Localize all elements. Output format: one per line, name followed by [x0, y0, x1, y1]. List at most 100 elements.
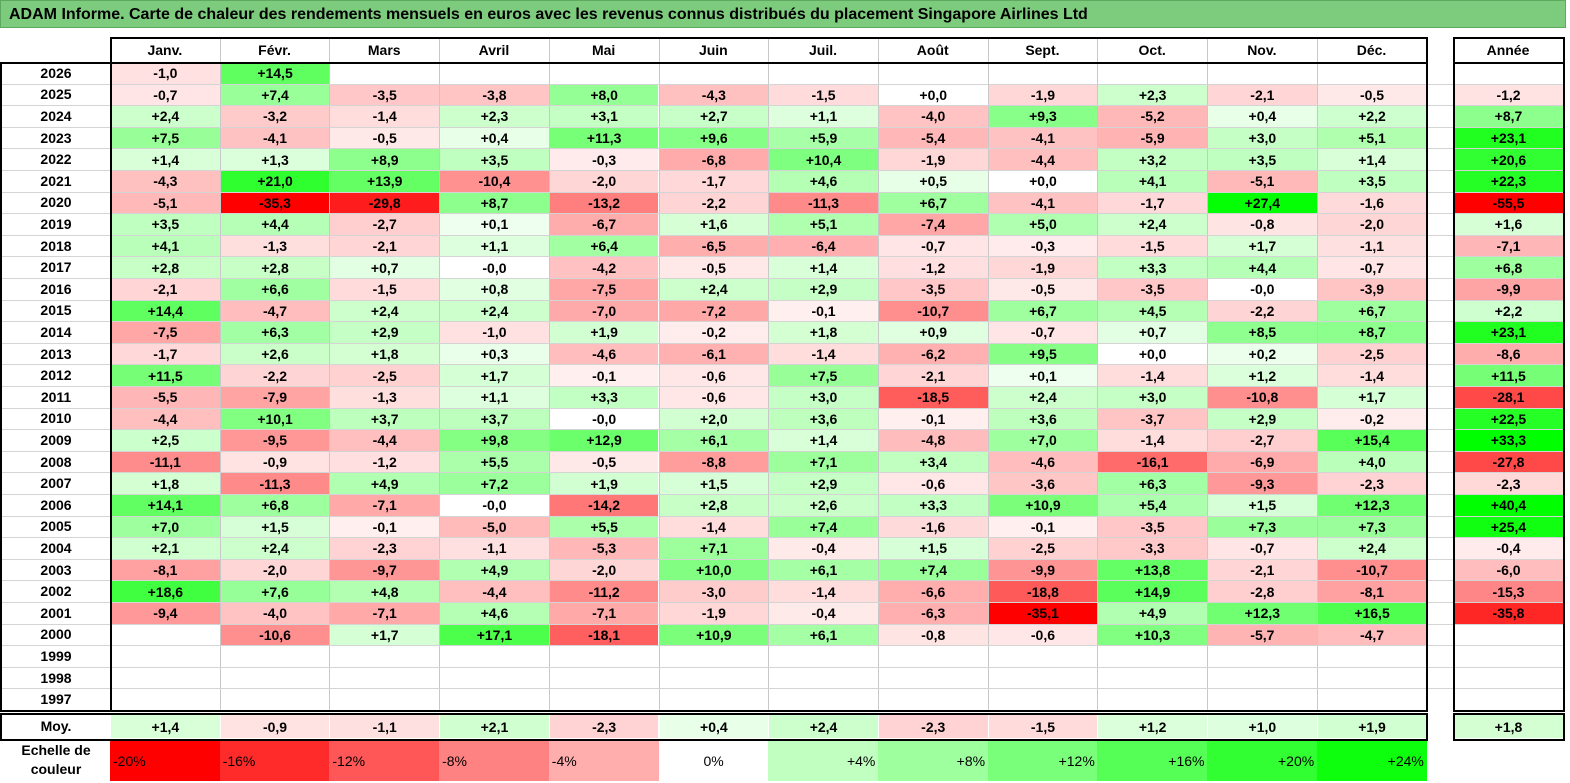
heatmap-cell: -1,9: [659, 603, 769, 624]
year-label: 2001: [40, 604, 72, 621]
heatmap-cell: +13,8: [1098, 559, 1207, 581]
avg-cell: -1,5: [988, 715, 1098, 738]
heatmap-cell: -2,7: [1208, 430, 1317, 451]
heatmap-cell: [330, 689, 440, 710]
heatmap-cell: -4,8: [878, 430, 988, 451]
heatmap-cell: +1,2: [1208, 365, 1317, 386]
heatmap-cell: -1,4: [769, 343, 878, 365]
heatmap-cell: +2,7: [659, 106, 769, 127]
grid-line: [0, 62, 110, 64]
heatmap-cell: -18,1: [549, 624, 659, 646]
heatmap-cell: +16,5: [1317, 603, 1427, 624]
heatmap-cell: +5,0: [988, 214, 1098, 235]
heatmap-cell: -1,9: [988, 257, 1098, 278]
grid-line: [2, 645, 1563, 647]
heatmap-cell: -4,4: [330, 430, 440, 451]
heatmap-cell: -1,2: [330, 451, 440, 473]
annual-cell: [1454, 667, 1563, 689]
year-label: 2010: [40, 410, 72, 427]
heatmap-cell: +4,5: [1098, 300, 1207, 322]
heatmap-cell: +2,4: [220, 538, 330, 559]
annual-cell: +11,5: [1454, 365, 1563, 386]
heatmap-cell: +2,1: [111, 538, 220, 559]
heatmap-cell: +2,9: [330, 322, 440, 343]
heatmap-cell: [1317, 63, 1427, 84]
grid-line: [110, 62, 1427, 64]
annual-cell: -6,0: [1454, 559, 1563, 581]
heatmap-cell: -0,5: [659, 257, 769, 278]
heatmap-cell: -10,7: [878, 300, 988, 322]
annual-cell: +8,7: [1454, 106, 1563, 127]
grid-line: [1563, 713, 1565, 741]
heatmap-cell: [878, 646, 988, 667]
heatmap-cell: +14,4: [111, 300, 220, 322]
heatmap-cell: +6,6: [220, 279, 330, 300]
heatmap-cell: -1,5: [769, 84, 878, 106]
heatmap-cell: +0,9: [878, 322, 988, 343]
heatmap-cell: [1317, 646, 1427, 667]
heatmap-cell: -8,1: [111, 559, 220, 581]
scale-caption-line1: Echelle de: [21, 742, 91, 758]
heatmap-cell: +1,8: [111, 473, 220, 494]
heatmap-cell: -2,5: [988, 538, 1098, 559]
month-header: Août: [916, 41, 949, 58]
heatmap-cell: +1,5: [1208, 495, 1317, 516]
heatmap-cell: +4,1: [111, 235, 220, 257]
heatmap-cell: [220, 667, 330, 689]
annual-cell: [1454, 689, 1563, 710]
heatmap-cell: -9,7: [330, 559, 440, 581]
heatmap-cell: -0,7: [878, 235, 988, 257]
grid-line: [439, 37, 441, 710]
heatmap-cell: +4,1: [1098, 171, 1207, 192]
grid-line: [987, 37, 989, 710]
heatmap-cell: -10,6: [220, 624, 330, 646]
heatmap-cell: [330, 646, 440, 667]
heatmap-cell: [659, 63, 769, 84]
heatmap-cell: -2,2: [1208, 300, 1317, 322]
heatmap-cell: +4,4: [1208, 257, 1317, 278]
heatmap-cell: [659, 689, 769, 710]
heatmap-cell: +1,7: [440, 365, 549, 386]
heatmap-cell: -14,2: [549, 495, 659, 516]
grid-line: [1426, 37, 1429, 712]
heatmap-cell: -3,5: [878, 279, 988, 300]
heatmap-cell: -1,0: [111, 63, 220, 84]
heatmap-cell: +11,3: [549, 127, 659, 149]
heatmap-cell: +3,2: [1098, 149, 1207, 170]
scale-step: +4%: [768, 741, 879, 781]
heatmap-cell: -5,5: [111, 387, 220, 408]
heatmap-cell: +3,7: [440, 408, 549, 430]
heatmap-cell: -2,1: [1208, 84, 1317, 106]
grid-line: [2, 105, 1563, 107]
annual-cell: +22,3: [1454, 171, 1563, 192]
heatmap-cell: +1,7: [330, 624, 440, 646]
heatmap-cell: -3,0: [659, 581, 769, 602]
heatmap-cell: -9,4: [111, 603, 220, 624]
year-label: 2003: [40, 561, 72, 578]
heatmap-cell: -7,5: [111, 322, 220, 343]
heatmap-cell: -7,9: [220, 387, 330, 408]
grid-line: [877, 37, 879, 710]
heatmap-cell: -2,5: [1317, 343, 1427, 365]
heatmap-cell: -9,5: [220, 430, 330, 451]
heatmap-cell: -1,4: [769, 581, 878, 602]
heatmap-cell: +2,4: [330, 300, 440, 322]
heatmap-cell: +8,5: [1208, 322, 1317, 343]
annual-cell: +25,4: [1454, 516, 1563, 538]
heatmap-cell: -0,7: [111, 84, 220, 106]
heatmap-cell: +8,9: [330, 149, 440, 170]
heatmap-cell: -2,0: [549, 171, 659, 192]
heatmap-cell: +12,3: [1317, 495, 1427, 516]
heatmap-cell: +6,1: [769, 624, 878, 646]
heatmap-cell: +0,1: [988, 365, 1098, 386]
heatmap-cell: -7,4: [878, 214, 988, 235]
heatmap-cell: +4,0: [1317, 451, 1427, 473]
heatmap-cell: +0,8: [440, 279, 549, 300]
heatmap-cell: +7,0: [111, 516, 220, 538]
grid-line: [2, 170, 1563, 171]
heatmap-cell: -4,1: [988, 192, 1098, 214]
grid-line: [2, 429, 1563, 431]
heatmap-cell: -0,5: [988, 279, 1098, 300]
heatmap-cell: -0,9: [220, 451, 330, 473]
heatmap-cell: +1,8: [330, 343, 440, 365]
